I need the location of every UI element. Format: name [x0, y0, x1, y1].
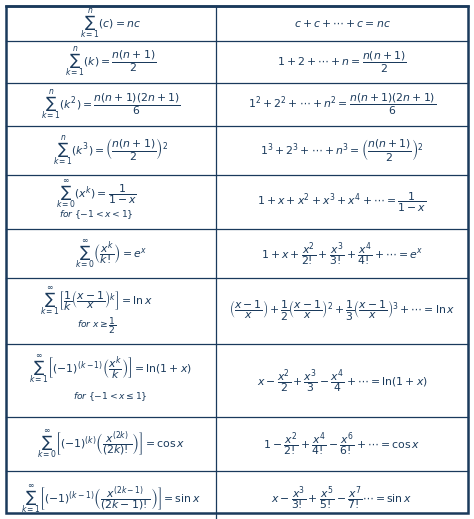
Bar	[6, 127, 468, 175]
Text: $\sum_{k=1}^{\infty}\left[(-1)^{(k-1)}\left(\dfrac{x^k}{k}\right)\right] = \ln(1: $\sum_{k=1}^{\infty}\left[(-1)^{(k-1)}\l…	[29, 352, 192, 386]
Text: $1 + x + \dfrac{x^2}{2!} + \dfrac{x^3}{3!} + \dfrac{x^4}{4!} + \cdots = e^x$: $1 + x + \dfrac{x^2}{2!} + \dfrac{x^3}{3…	[261, 240, 423, 268]
Bar	[6, 175, 468, 229]
Text: $1^2 + 2^2 + \cdots + n^2 = \dfrac{n(n+1)(2n+1)}{6}$: $1^2 + 2^2 + \cdots + n^2 = \dfrac{n(n+1…	[248, 92, 436, 117]
Text: $1 - \dfrac{x^2}{2!} + \dfrac{x^4}{4!} - \dfrac{x^6}{6!} + \cdots = \cos x$: $1 - \dfrac{x^2}{2!} + \dfrac{x^4}{4!} -…	[263, 430, 421, 458]
Text: $1 + x + x^2 + x^3 + x^4 + \cdots = \dfrac{1}{1-x}$: $1 + x + x^2 + x^3 + x^4 + \cdots = \dfr…	[257, 190, 427, 214]
Bar	[6, 417, 468, 471]
Bar	[6, 6, 468, 41]
Text: $\sum_{k=1}^{n}(k^3) = \left(\dfrac{n(n+1)}{2}\right)^{2}$: $\sum_{k=1}^{n}(k^3) = \left(\dfrac{n(n+…	[53, 133, 168, 168]
Text: $\sum_{k=1}^{n}(c) = nc$: $\sum_{k=1}^{n}(c) = nc$	[80, 7, 141, 41]
Text: $c + c + \cdots + c = nc$: $c + c + \cdots + c = nc$	[293, 18, 391, 29]
Text: $\left(\dfrac{x-1}{x}\right)+\dfrac{1}{2}\left(\dfrac{x-1}{x}\right)^{2}+\dfrac{: $\left(\dfrac{x-1}{x}\right)+\dfrac{1}{2…	[229, 299, 455, 323]
Text: $\mathit{for}\;\{-1 < x < 1\}$: $\mathit{for}\;\{-1 < x < 1\}$	[59, 208, 134, 221]
Bar	[6, 83, 468, 127]
Text: $x - \dfrac{x^2}{2} + \dfrac{x^3}{3} - \dfrac{x^4}{4} + \cdots = \ln(1+x)$: $x - \dfrac{x^2}{2} + \dfrac{x^3}{3} - \…	[256, 366, 428, 394]
Text: $x - \dfrac{x^3}{3!} + \dfrac{x^5}{5!} - \dfrac{x^7}{7!}\cdots = \sin x$: $x - \dfrac{x^3}{3!} + \dfrac{x^5}{5!} -…	[272, 484, 412, 512]
Text: $\sum_{k=1}^{\infty}\left[(-1)^{(k-1)}\left(\dfrac{x^{(2k-1)}}{(2k-1)!}\right)\r: $\sum_{k=1}^{\infty}\left[(-1)^{(k-1)}\l…	[21, 482, 201, 514]
Bar	[6, 229, 468, 278]
Bar	[6, 344, 468, 417]
Text: $\sum_{k=1}^{n}(k) = \dfrac{n(n+1)}{2}$: $\sum_{k=1}^{n}(k) = \dfrac{n(n+1)}{2}$	[65, 45, 156, 79]
Text: $1^3 + 2^3 + \cdots + n^3 = \left(\dfrac{n(n+1)}{2}\right)^{2}$: $1^3 + 2^3 + \cdots + n^3 = \left(\dfrac…	[260, 138, 424, 164]
Text: $\sum_{k=1}^{\infty}\left[\dfrac{1}{k}\left(\dfrac{x-1}{x}\right)^{k}\right] = \: $\sum_{k=1}^{\infty}\left[\dfrac{1}{k}\l…	[40, 284, 153, 317]
Text: $\sum_{k=0}^{\infty}\left[(-1)^{(k)}\left(\dfrac{x^{(2k)}}{(2k)!}\right)\right] : $\sum_{k=0}^{\infty}\left[(-1)^{(k)}\lef…	[36, 428, 185, 460]
Bar	[6, 471, 468, 519]
Text: $\sum_{k=1}^{n}(k^2) = \dfrac{n(n+1)(2n+1)}{6}$: $\sum_{k=1}^{n}(k^2) = \dfrac{n(n+1)(2n+…	[41, 87, 181, 122]
Bar	[6, 278, 468, 344]
Text: $\sum_{k=0}^{\infty}(x^k) = \dfrac{1}{1-x}$: $\sum_{k=0}^{\infty}(x^k) = \dfrac{1}{1-…	[56, 177, 137, 210]
Text: $1 + 2 + \cdots + n = \dfrac{n(n+1)}{2}$: $1 + 2 + \cdots + n = \dfrac{n(n+1)}{2}$	[277, 49, 407, 75]
Bar	[6, 41, 468, 83]
Text: $\mathit{for}\; x\geq\dfrac{1}{2}$: $\mathit{for}\; x\geq\dfrac{1}{2}$	[77, 316, 116, 336]
Text: $\mathit{for}\;\{-1 < x \leq 1\}$: $\mathit{for}\;\{-1 < x \leq 1\}$	[73, 390, 148, 403]
Text: $\sum_{k=0}^{\infty}\left(\dfrac{x^k}{k!}\right) = e^x$: $\sum_{k=0}^{\infty}\left(\dfrac{x^k}{k!…	[74, 237, 147, 270]
